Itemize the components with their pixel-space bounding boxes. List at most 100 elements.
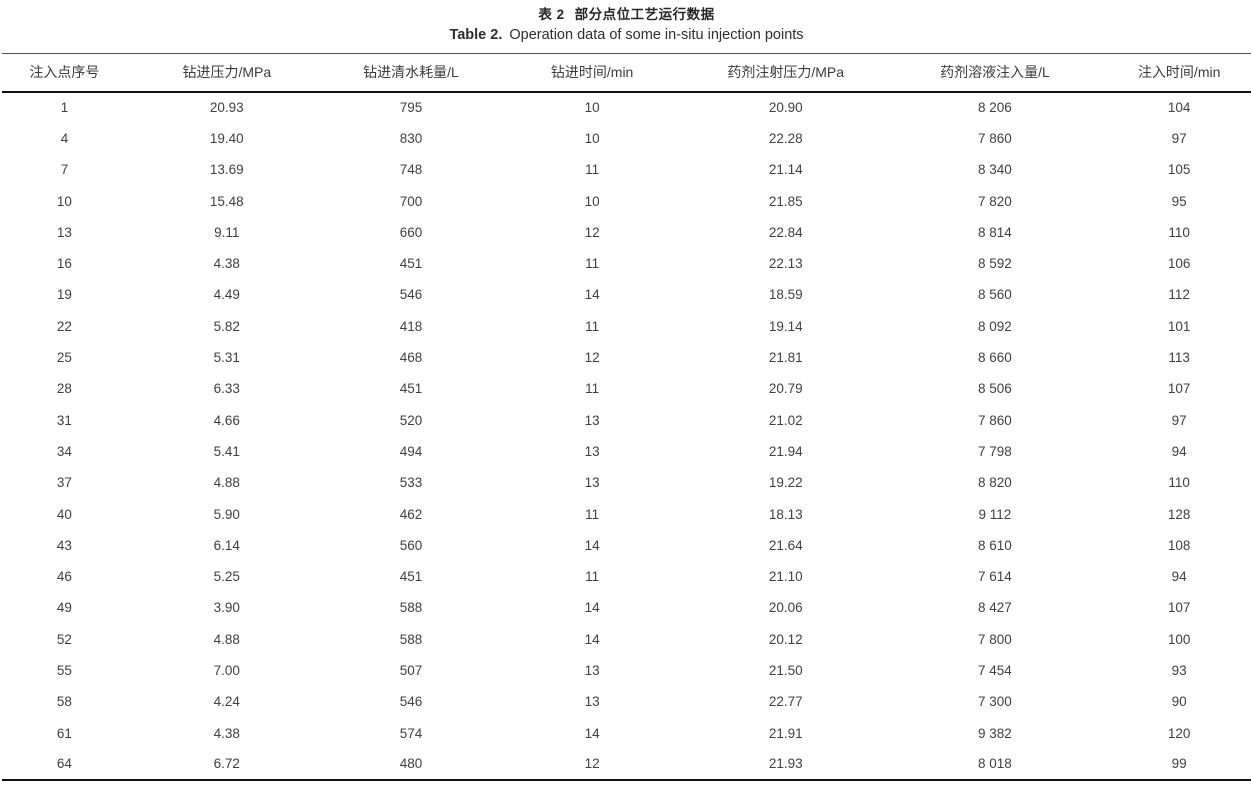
table-cell: 7.00 [213, 662, 240, 678]
table-row: 1 20.93 795 10 20.90 8 206 104 [2, 92, 1251, 123]
table-cell: 61 [56, 725, 72, 741]
table-cell: 5.31 [213, 350, 240, 366]
table-cell: 21.14 [768, 162, 803, 178]
table-cell: 418 [399, 318, 423, 334]
table-row: 52 4.88 588 14 20.12 7 800 100 [2, 624, 1251, 655]
table-cell: 21.94 [768, 443, 803, 459]
table-cell: 20.90 [768, 100, 803, 116]
table-cell: 8 610 [978, 537, 1012, 553]
table-cell: 7 614 [978, 569, 1012, 585]
table-cell: 8 820 [978, 475, 1012, 491]
table-cell: 34 [56, 443, 72, 459]
table-cell: 748 [399, 162, 423, 178]
table-cell: 7 300 [978, 694, 1012, 710]
table-cell: 22.77 [768, 694, 803, 710]
table-row: 19 4.49 546 14 18.59 8 560 112 [2, 279, 1251, 310]
table-cell: 21.81 [768, 350, 803, 366]
column-header: 药剂溶液注入量/L [940, 64, 1050, 81]
table-cell: 37 [56, 475, 72, 491]
table-cell: 21.64 [768, 537, 803, 553]
table-cell: 22.28 [768, 130, 803, 146]
table-cell: 4.38 [213, 256, 240, 272]
table-cell: 4.88 [213, 475, 240, 491]
table-cell: 7 798 [978, 443, 1012, 459]
table-cell: 101 [1167, 318, 1191, 334]
table-cell: 468 [399, 350, 423, 366]
table-cell: 20.06 [768, 600, 803, 616]
table-cell: 12 [584, 350, 600, 366]
table-cell: 10 [56, 193, 72, 209]
table-cell: 9.11 [214, 224, 240, 240]
table-cell: 9 112 [978, 506, 1012, 522]
table-cell: 7 454 [978, 662, 1012, 678]
table-cell: 13 [56, 224, 72, 240]
table-caption-en-label: Table 2. [449, 27, 503, 43]
table-row: 61 4.38 574 14 21.91 9 382 120 [2, 717, 1251, 748]
table-cell: 480 [399, 756, 423, 772]
table-cell: 10 [584, 100, 600, 116]
table-cell: 8 814 [978, 224, 1012, 240]
table-cell: 21.50 [768, 662, 803, 678]
table-cell: 5.90 [213, 506, 240, 522]
table-cell: 97 [1171, 412, 1187, 428]
table-cell: 830 [399, 130, 423, 146]
table-cell: 8 340 [978, 162, 1012, 178]
table-cell: 20.12 [768, 631, 803, 647]
table-row: 4 19.40 830 10 22.28 7 860 97 [2, 123, 1251, 154]
table-cell: 8 506 [978, 381, 1012, 397]
table-caption-zh: 表 2 部分点位工艺运行数据 [0, 6, 1253, 23]
table-cell: 11 [585, 381, 600, 397]
table-cell: 22.84 [768, 224, 803, 240]
table-cell: 19.40 [209, 130, 244, 146]
table-cell: 6.33 [213, 381, 240, 397]
table-cell: 795 [399, 100, 423, 116]
table-cell: 21.85 [768, 193, 803, 209]
table-cell: 19.22 [768, 475, 803, 491]
table-cell: 15.48 [209, 193, 244, 209]
table-cell: 700 [399, 193, 423, 209]
table-cell: 22 [56, 318, 72, 334]
table-cell: 13 [584, 412, 600, 428]
table-cell: 31 [56, 412, 72, 428]
column-header: 药剂注射压力/MPa [727, 64, 845, 81]
table-cell: 11 [585, 506, 600, 522]
table-cell: 3.90 [213, 600, 240, 616]
table-cell: 7 820 [978, 193, 1012, 209]
table-cell: 4.24 [213, 694, 240, 710]
table-cell: 10 [584, 130, 600, 146]
table-cell: 58 [56, 694, 72, 710]
table-cell: 21.91 [768, 725, 803, 741]
table-cell: 21.93 [768, 756, 803, 772]
table-cell: 560 [399, 537, 423, 553]
table-cell: 93 [1171, 662, 1187, 678]
table-cell: 20.93 [209, 100, 244, 116]
table-cell: 10 [584, 193, 600, 209]
table-cell: 4.49 [213, 287, 240, 303]
table-row: 46 5.25 451 11 21.10 7 614 94 [2, 561, 1251, 592]
table-cell: 107 [1167, 600, 1191, 616]
table-cell: 106 [1167, 256, 1191, 272]
table-cell: 43 [56, 537, 72, 553]
table-cell: 46 [56, 569, 72, 585]
table-cell: 28 [56, 381, 72, 397]
table-caption-zh-text: 部分点位工艺运行数据 [574, 7, 715, 22]
table-cell: 94 [1171, 443, 1187, 459]
table-cell: 19 [56, 287, 72, 303]
table-row: 49 3.90 588 14 20.06 8 427 107 [2, 592, 1251, 623]
column-header: 钻进清水耗量/L [363, 64, 459, 81]
table-cell: 11 [585, 162, 600, 178]
table-cell: 95 [1171, 193, 1187, 209]
table-cell: 110 [1168, 224, 1190, 240]
table-cell: 1 [60, 100, 69, 116]
table-cell: 451 [399, 569, 423, 585]
table-row: 7 13.69 748 11 21.14 8 340 105 [2, 154, 1251, 185]
table-cell: 112 [1168, 287, 1190, 303]
table-cell: 8 660 [978, 350, 1012, 366]
table-cell: 12 [584, 224, 600, 240]
table-cell: 19.14 [768, 318, 803, 334]
table-cell: 8 018 [978, 756, 1012, 772]
table-cell: 12 [584, 756, 600, 772]
table-body: 1 20.93 795 10 20.90 8 206 104 4 19.40 830 10 22.28… [2, 92, 1251, 781]
operation-data-table: 注入点序号 钻进压力/MPa 钻进清水耗量/L 钻进时间/min 药剂注射压力/MPa 药… [2, 53, 1251, 782]
table-cell: 108 [1167, 537, 1191, 553]
